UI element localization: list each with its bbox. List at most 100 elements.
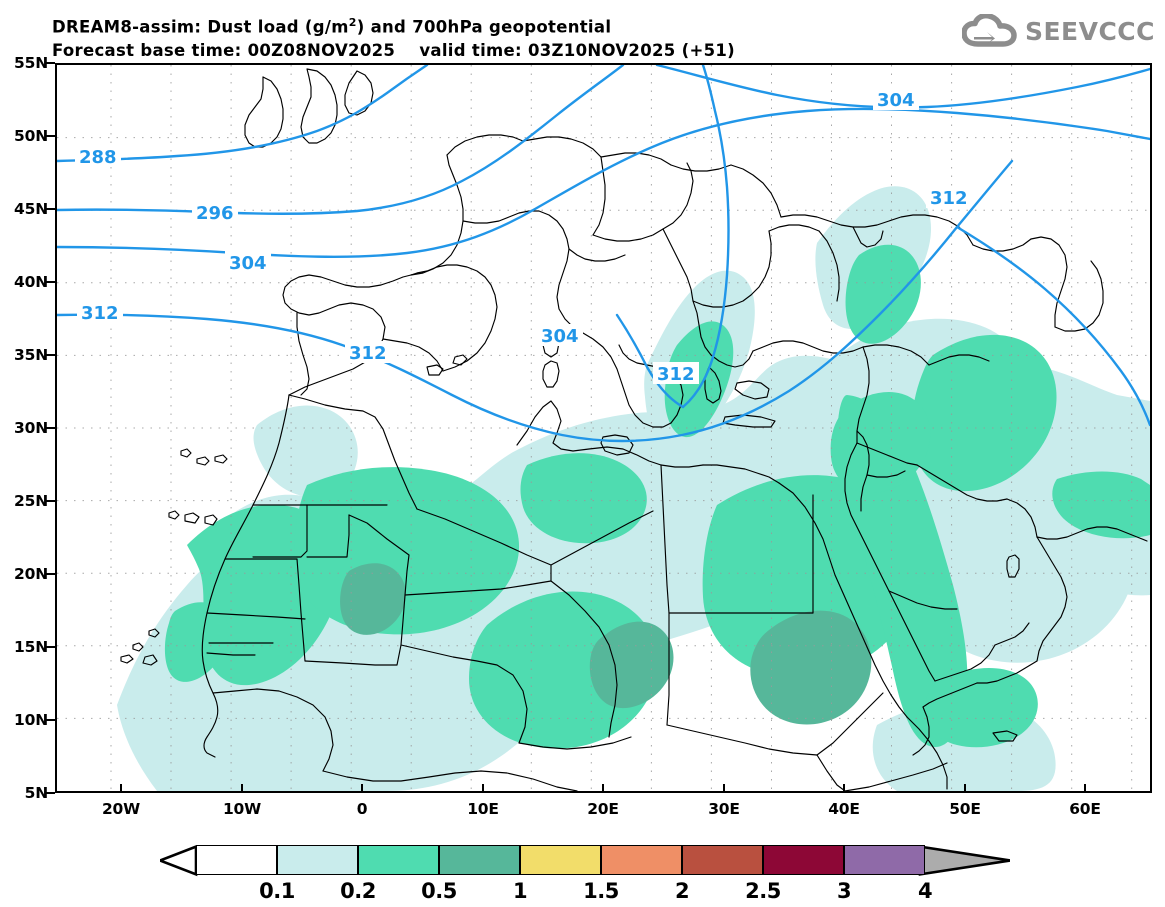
y-tick-mark-25N — [46, 500, 55, 502]
svg-text:288: 288 — [79, 147, 117, 168]
y-tick-mark-45N — [46, 208, 55, 210]
colorbar-tick-1.5: 1.5 — [583, 879, 619, 903]
svg-text:296: 296 — [196, 203, 234, 224]
y-tick-mark-5N — [46, 792, 55, 794]
y-tick-15N: 15N — [14, 638, 48, 656]
contour-label-312-w: 312 — [77, 301, 123, 324]
x-tick-40E: 40E — [828, 800, 860, 818]
colorbar-arrow-left — [160, 845, 198, 877]
y-tick-25N: 25N — [14, 492, 48, 510]
x-tick-10W: 10W — [222, 800, 262, 818]
x-tick-20W: 20W — [101, 800, 141, 818]
svg-text:304: 304 — [541, 326, 579, 347]
colorbar-seg-3-4[interactable] — [844, 845, 925, 875]
y-tick-30N: 30N — [14, 419, 48, 437]
colorbar-seg-0.5-1[interactable] — [439, 845, 520, 875]
dust-region-anatolia-mid — [845, 244, 921, 344]
dust-region-yemen-mid — [924, 668, 1038, 748]
seevccc-logo: SEEVCCC — [961, 12, 1155, 48]
map-coastlines — [120, 68, 1148, 791]
contour-304-ne — [655, 65, 1150, 109]
y-tick-mark-55N — [46, 62, 55, 64]
title-line-1: DREAM8-assim: Dust load (g/m2) and 700hP… — [52, 12, 1012, 39]
title-superscript: 2 — [348, 16, 357, 29]
dust-layer-0.2 — [164, 244, 1150, 749]
x-tick-0: 0 — [356, 800, 368, 818]
contour-labels: 288 296 304 312 — [75, 88, 968, 385]
contour-312-east — [955, 225, 1150, 427]
dust-region-syria-mid — [830, 392, 931, 493]
y-tick-mark-30N — [46, 427, 55, 429]
svg-text:304: 304 — [229, 253, 267, 274]
colorbar-tick-0.2: 0.2 — [340, 879, 376, 903]
y-tick-mark-50N — [46, 135, 55, 137]
colorbar-seg-2-2.5[interactable] — [682, 845, 763, 875]
colorbar-seg-1.5-2[interactable] — [601, 845, 682, 875]
colorbar-seg-2.5-3[interactable] — [763, 845, 844, 875]
x-tick-10E: 10E — [467, 800, 499, 818]
colorbar-tick-0.1: 0.1 — [259, 879, 295, 903]
contour-label-304-med: 304 — [537, 324, 583, 347]
dust-region-hormuz-mid — [1052, 471, 1150, 539]
logo-text: SEEVCCC — [1024, 16, 1155, 46]
contour-label-296: 296 — [192, 201, 238, 224]
title-line-1-part-a: DREAM8-assim: Dust load (g/m — [52, 17, 349, 37]
contour-304-balkan — [681, 65, 730, 409]
x-tick-60E: 60E — [1069, 800, 1101, 818]
y-tick-50N: 50N — [14, 127, 48, 145]
contour-296 — [57, 65, 625, 215]
title-line-2: Forecast base time: 00Z08NOV2025 valid t… — [52, 40, 735, 60]
dust-region-morocco-pale — [253, 405, 358, 497]
svg-text:312: 312 — [81, 303, 119, 324]
contour-label-304-ne: 304 — [873, 88, 919, 111]
y-tick-mark-20N — [46, 573, 55, 575]
contour-label-304-w: 304 — [225, 251, 271, 274]
map-plot-area: 288 296 304 312 — [55, 63, 1152, 793]
colorbar-tick-2: 2 — [674, 879, 690, 903]
x-tick-50E: 50E — [949, 800, 981, 818]
y-tick-mark-40N — [46, 281, 55, 283]
contour-label-312-caucasus: 312 — [926, 186, 968, 209]
dust-core-chad — [589, 621, 674, 709]
colorbar-arrow-right — [918, 845, 1010, 876]
svg-text:312: 312 — [349, 343, 387, 364]
colorbar-seg-below-0.1[interactable] — [196, 845, 277, 875]
y-tick-55N: 55N — [14, 54, 48, 72]
colorbar-tick-1: 1 — [512, 879, 528, 903]
contour-288 — [57, 65, 429, 163]
colorbar-seg-0.2-0.5[interactable] — [358, 845, 439, 875]
y-tick-mark-10N — [46, 719, 55, 721]
y-tick-45N: 45N — [14, 200, 48, 218]
colorbar-tick-3: 3 — [836, 879, 852, 903]
dust-region-libya-mid — [520, 453, 647, 544]
y-tick-5N: 5N — [24, 784, 49, 802]
colorbar-tick-0.5: 0.5 — [421, 879, 457, 903]
y-tick-35N: 35N — [14, 346, 48, 364]
colorbar-seg-0.1-0.2[interactable] — [277, 845, 358, 875]
dust-region-chad-mid — [469, 591, 658, 749]
map-canvas: 288 296 304 312 — [57, 65, 1150, 791]
colorbar-seg-1-1.5[interactable] — [520, 845, 601, 875]
x-tick-20E: 20E — [587, 800, 619, 818]
dust-region-iraq-mid — [911, 334, 1057, 492]
y-tick-10N: 10N — [14, 711, 48, 729]
y-tick-20N: 20N — [14, 565, 48, 583]
y-tick-40N: 40N — [14, 273, 48, 291]
contour-label-288: 288 — [75, 145, 121, 168]
y-tick-mark-35N — [46, 354, 55, 356]
y-tick-mark-15N — [46, 646, 55, 648]
dust-layer-0.5 — [340, 563, 872, 725]
x-tick-30E: 30E — [708, 800, 740, 818]
colorbar-tick-4: 4 — [917, 879, 933, 903]
colorbar: 0.1 0.2 0.5 1 1.5 2 2.5 3 4 — [160, 845, 1010, 903]
contour-304-west — [57, 107, 1150, 258]
svg-text:312: 312 — [930, 188, 968, 209]
contour-312-main — [57, 159, 1014, 443]
contour-label-312-iberia: 312 — [345, 341, 391, 364]
contour-304-aegean — [615, 313, 685, 409]
colorbar-tick-2.5: 2.5 — [745, 879, 781, 903]
title-line-1-part-b: ) and 700hPa geopotential — [356, 17, 612, 37]
dust-core-sudan — [750, 610, 872, 725]
dust-region-senegal-mid — [164, 602, 229, 682]
